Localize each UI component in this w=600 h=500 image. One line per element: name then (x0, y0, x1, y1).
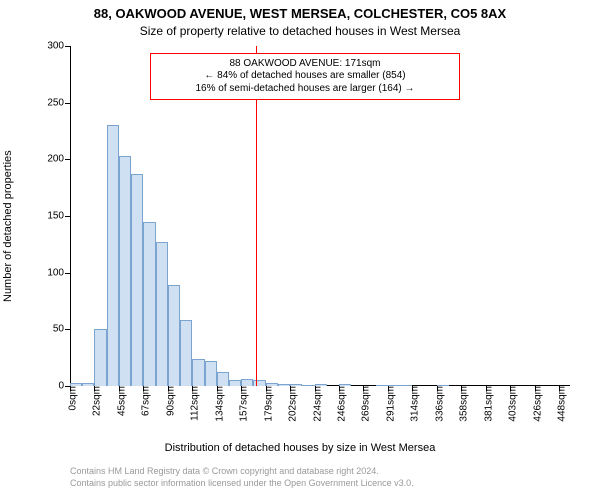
y-tick-label: 50 (53, 324, 70, 335)
chart-title: 88, OAKWOOD AVENUE, WEST MERSEA, COLCHES… (0, 6, 600, 21)
x-tick-label: 269sqm (355, 386, 372, 422)
y-tick-label: 150 (47, 211, 70, 222)
x-tick-label: 45sqm (110, 386, 127, 416)
annotation-line: ← 84% of detached houses are smaller (85… (157, 70, 453, 83)
histogram-bar (205, 361, 217, 386)
histogram-bar (217, 372, 229, 386)
x-tick-label: 426sqm (526, 386, 543, 422)
x-tick-label: 134sqm (208, 386, 225, 422)
x-tick-label: 90sqm (159, 386, 176, 416)
plot-area: 0501001502002503000sqm22sqm45sqm67sqm90s… (70, 46, 570, 386)
histogram-bar (143, 222, 155, 386)
histogram-bar (107, 125, 119, 386)
x-tick-label: 179sqm (257, 386, 274, 422)
footer-line-1: Contains HM Land Registry data © Crown c… (70, 466, 590, 476)
y-tick-label: 100 (47, 267, 70, 278)
x-tick-label: 336sqm (428, 386, 445, 422)
histogram-bar (180, 320, 192, 386)
histogram-bar (241, 379, 253, 386)
x-tick-label: 381sqm (477, 386, 494, 422)
x-tick-label: 0sqm (62, 386, 79, 410)
y-axis-label: Number of detached properties (2, 150, 14, 302)
x-tick-label: 22sqm (86, 386, 103, 416)
annotation-line: 16% of semi-detached houses are larger (… (157, 83, 453, 96)
x-tick-label: 314sqm (404, 386, 421, 422)
histogram-bar (168, 285, 180, 386)
x-axis-label: Distribution of detached houses by size … (0, 442, 600, 454)
histogram-bar (156, 242, 168, 386)
x-tick-label: 246sqm (331, 386, 348, 422)
histogram-bar (192, 359, 204, 386)
x-tick-label: 448sqm (551, 386, 568, 422)
x-tick-label: 112sqm (184, 386, 201, 421)
x-tick-label: 224sqm (306, 386, 323, 422)
x-tick-label: 403sqm (502, 386, 519, 422)
histogram-bar (119, 156, 131, 386)
histogram-bar (94, 329, 106, 386)
x-tick-label: 202sqm (282, 386, 299, 422)
chart-subtitle: Size of property relative to detached ho… (0, 24, 600, 38)
y-tick-label: 250 (47, 97, 70, 108)
x-tick-label: 157sqm (233, 386, 250, 422)
x-tick-label: 67sqm (135, 386, 152, 416)
histogram-bar (131, 174, 143, 386)
annotation-line: 88 OAKWOOD AVENUE: 171sqm (157, 58, 453, 71)
y-tick-label: 300 (47, 41, 70, 52)
annotation-box: 88 OAKWOOD AVENUE: 171sqm← 84% of detach… (150, 53, 460, 101)
y-axis (70, 46, 71, 386)
x-tick-label: 291sqm (379, 386, 396, 422)
chart-root: { "title_line1": "88, OAKWOOD AVENUE, WE… (0, 0, 600, 500)
footer-line-2: Contains public sector information licen… (70, 478, 590, 488)
x-tick-label: 358sqm (453, 386, 470, 422)
y-tick-label: 200 (47, 154, 70, 165)
